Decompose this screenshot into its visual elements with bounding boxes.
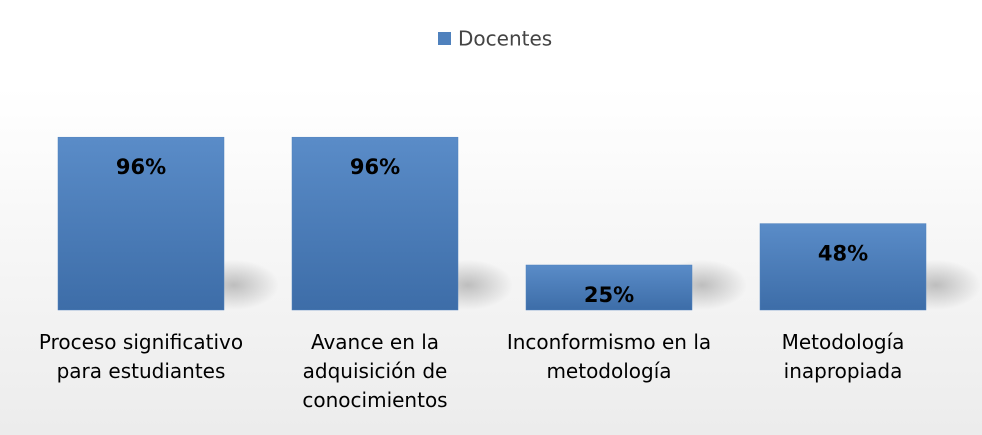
data-label: 96% <box>116 155 166 179</box>
data-label: 48% <box>818 242 868 266</box>
bar <box>291 136 459 311</box>
bar <box>57 136 225 311</box>
x-tick-label: Proceso significativo para estudiantes <box>38 330 244 383</box>
bar <box>525 264 693 311</box>
data-label: 25% <box>584 283 634 307</box>
legend-swatch <box>438 32 451 45</box>
legend-label: Docentes <box>458 27 552 51</box>
x-tick-label: Avance en la adquisición de conocimiento… <box>302 330 448 412</box>
bar <box>759 223 927 311</box>
x-tick-label: Metodología inapropiada <box>781 330 905 383</box>
data-label: 96% <box>350 155 400 179</box>
x-tick-label: Inconformismo en la metodología <box>506 330 712 383</box>
